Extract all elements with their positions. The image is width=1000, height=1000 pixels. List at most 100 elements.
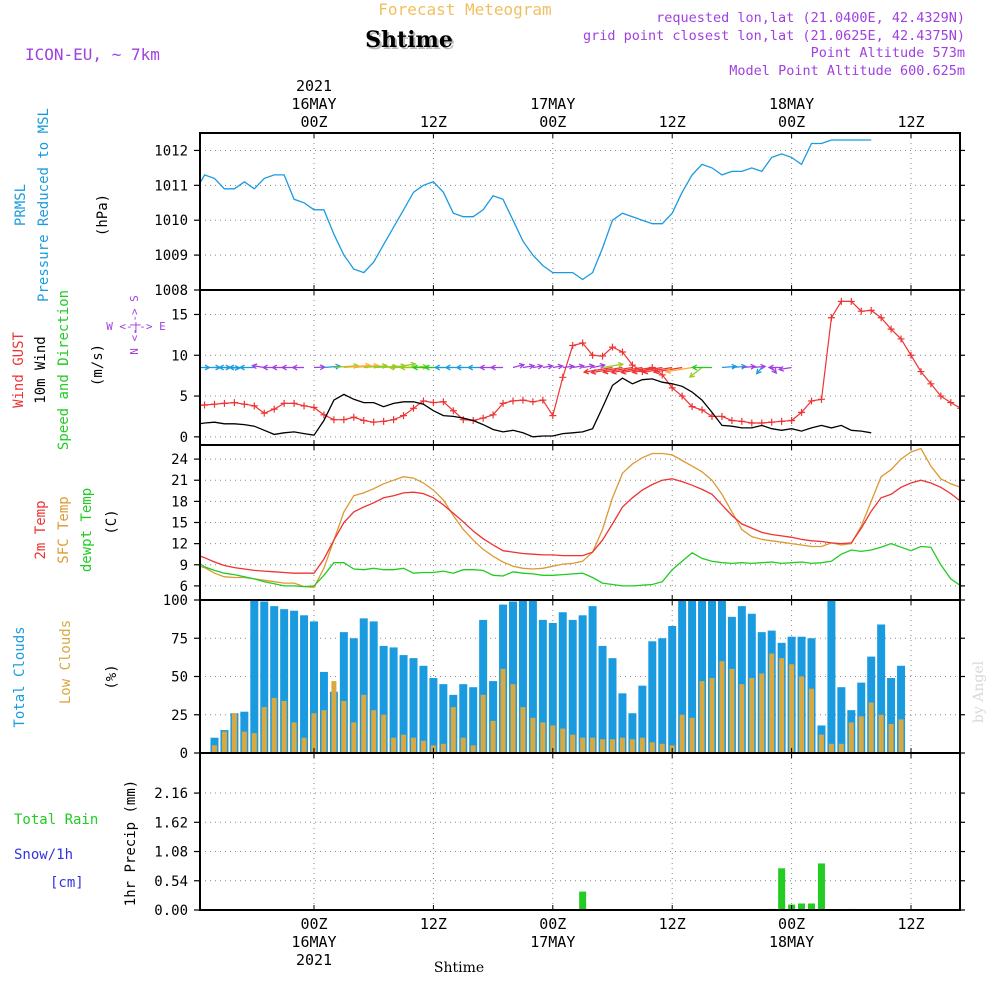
wind-arrow-head — [528, 363, 536, 370]
gust-marker — [240, 400, 248, 408]
gust-marker — [151, 394, 158, 401]
total-cloud-bar — [568, 619, 577, 753]
low-cloud-bar — [868, 702, 874, 753]
low-cloud-bar — [769, 653, 775, 753]
wind-label-10m: 10m Wind — [33, 336, 49, 403]
wind-arrow-head — [144, 365, 148, 370]
low-cloud-bar — [809, 688, 814, 753]
total-cloud-bar — [469, 687, 478, 753]
low-cloud-bar — [251, 733, 257, 753]
wind-arrow — [572, 365, 584, 369]
low-cloud-bar — [580, 737, 586, 753]
gust-marker — [410, 404, 417, 412]
ytick-label-precip: 2.16 — [154, 786, 188, 802]
total-cloud-bar — [439, 684, 448, 753]
low-cloud-bar — [142, 655, 147, 753]
gust-marker — [220, 399, 228, 407]
low-cloud-bar — [271, 697, 277, 753]
low-cloud-bar — [510, 684, 516, 753]
wind-arrow-head — [777, 365, 785, 372]
footer-location: Shtime — [434, 960, 484, 976]
low-cloud-bar — [898, 719, 904, 753]
wind-arrow — [611, 366, 643, 374]
low-cloud-bar — [361, 694, 367, 753]
time-label-bottom: 00Z — [539, 915, 566, 933]
ytick-label-precip: 0.00 — [154, 903, 188, 919]
gust-marker — [549, 412, 557, 420]
wind-arrow-head — [537, 363, 544, 370]
wind-label-dir: Speed and Direction — [56, 290, 72, 450]
wind-arrow — [532, 365, 543, 369]
wind-arrow-head — [444, 364, 451, 371]
wind-arrow-head — [760, 363, 767, 370]
gust-marker — [489, 411, 497, 419]
rain-bar — [579, 891, 587, 910]
wind-arrow-head — [664, 368, 672, 375]
gust-marker — [957, 407, 960, 409]
total-cloud-bar — [628, 713, 637, 753]
time-label-top: 00Z — [300, 113, 327, 131]
wind-unit: (m/s) — [90, 344, 106, 386]
low-cloud-bar — [878, 714, 884, 753]
gust-marker — [599, 352, 607, 360]
ytick-label-pressure: 1009 — [154, 248, 188, 264]
gust-marker — [887, 325, 895, 333]
wind-arrow-head — [731, 363, 738, 370]
wind-arrow — [155, 366, 168, 367]
low-cloud-bar — [420, 740, 426, 753]
wind-arrow-head — [478, 364, 485, 371]
low-cloud-bar — [848, 722, 854, 753]
gust-marker — [837, 297, 845, 305]
wind-arrow-head — [617, 361, 625, 368]
gust-marker — [618, 348, 626, 356]
wind-arrow — [603, 366, 633, 373]
gust-marker — [668, 384, 676, 392]
wind-arrow-head — [620, 368, 627, 375]
cloud-unit: (%) — [104, 664, 120, 689]
gust-marker — [260, 409, 268, 417]
requested-coords: requested lon,lat (21.0400E, 42.4329N) — [656, 10, 965, 26]
wind-arrow-head — [185, 365, 189, 370]
total-cloud-bar — [509, 601, 517, 753]
gust-marker — [350, 413, 358, 421]
precip-label-snow: Snow/1h — [14, 847, 73, 863]
total-cloud-bar — [538, 619, 547, 753]
gust-line-group — [121, 297, 994, 427]
wind-arrow-head — [156, 364, 161, 369]
gust-marker — [808, 397, 815, 405]
low-cloud-bar — [619, 737, 625, 753]
total-cloud-bar — [588, 606, 597, 753]
low-cloud-bar — [321, 710, 327, 753]
low-cloud-bar — [480, 694, 486, 753]
gust-marker — [310, 403, 318, 411]
gust-marker — [121, 394, 128, 401]
low-cloud-bar — [520, 707, 526, 753]
temp-labels: 2m Temp SFC Temp dewpt Temp (C) — [33, 488, 120, 572]
wind-arrow — [542, 365, 553, 369]
ytick-label-clouds: 100 — [163, 593, 188, 609]
low-cloud-bar — [301, 737, 307, 753]
pressure-label-name: Pressure Reduced to MSL — [36, 108, 52, 302]
time-label-bottom: 12Z — [659, 915, 686, 933]
wind-arrow-head — [200, 367, 201, 368]
low-cloud-bar — [789, 664, 795, 753]
gust-marker — [877, 314, 885, 322]
time-label-bottom: 2021 — [296, 951, 332, 969]
gust-marker — [748, 419, 756, 427]
wind-arrow-head — [271, 364, 278, 371]
low-cloud-bar — [470, 745, 476, 753]
low-cloud-bar — [212, 745, 217, 753]
total-cloud-bar — [260, 601, 269, 753]
ytick-label-temp: 15 — [171, 516, 188, 532]
low-cloud-bar — [610, 739, 615, 753]
total-cloud-bar — [379, 645, 388, 753]
gust-marker — [201, 401, 209, 409]
temp-label-sfc: SFC Temp — [56, 496, 72, 563]
total-cloud-bar — [191, 748, 199, 753]
wind-arrow-head — [411, 364, 418, 371]
gust-marker — [230, 399, 238, 407]
gust-marker — [270, 405, 278, 413]
gust-marker — [987, 376, 994, 383]
gust-marker — [897, 335, 905, 343]
total-cloud-bar — [548, 622, 557, 753]
